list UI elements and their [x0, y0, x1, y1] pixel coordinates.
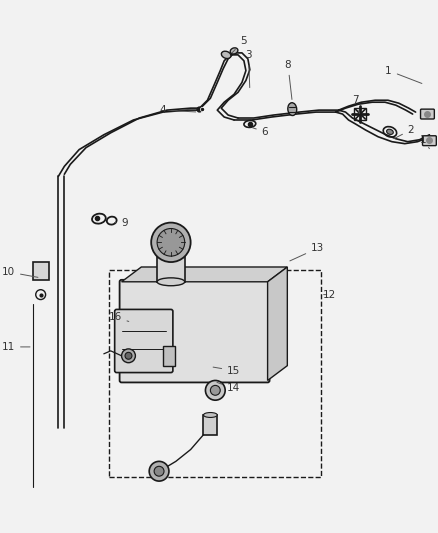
Text: 14: 14	[217, 382, 240, 393]
Text: 13: 13	[290, 243, 324, 261]
Text: 16: 16	[108, 312, 129, 322]
FancyBboxPatch shape	[115, 310, 173, 373]
Ellipse shape	[288, 103, 297, 116]
FancyBboxPatch shape	[120, 280, 269, 383]
Circle shape	[125, 352, 132, 359]
FancyBboxPatch shape	[423, 136, 436, 146]
Text: 2: 2	[394, 125, 414, 139]
Circle shape	[122, 349, 135, 362]
Text: 5: 5	[232, 36, 247, 53]
Bar	[354, 108, 366, 120]
Text: 8: 8	[285, 60, 292, 100]
Circle shape	[151, 223, 191, 262]
Text: 1: 1	[420, 135, 429, 149]
Bar	[204, 415, 217, 435]
Text: 12: 12	[323, 289, 336, 300]
Text: 11: 11	[2, 342, 30, 352]
Text: 4: 4	[159, 105, 196, 115]
Circle shape	[154, 466, 164, 476]
Text: 15: 15	[213, 366, 240, 376]
Text: 7: 7	[352, 95, 360, 114]
Circle shape	[210, 385, 220, 395]
Bar	[33, 262, 49, 280]
Polygon shape	[122, 267, 287, 282]
Ellipse shape	[204, 413, 217, 417]
Text: 1: 1	[385, 66, 422, 84]
Text: 9: 9	[114, 217, 128, 228]
Ellipse shape	[157, 278, 185, 286]
Circle shape	[149, 462, 169, 481]
Ellipse shape	[230, 48, 238, 54]
Circle shape	[205, 381, 225, 400]
Bar	[157, 243, 185, 282]
Bar	[109, 270, 321, 477]
Text: 10: 10	[2, 267, 38, 277]
Ellipse shape	[387, 129, 393, 134]
Polygon shape	[268, 267, 287, 381]
Ellipse shape	[157, 238, 185, 246]
Ellipse shape	[221, 51, 231, 59]
FancyBboxPatch shape	[420, 109, 434, 119]
Text: 6: 6	[252, 127, 268, 137]
Text: 3: 3	[245, 50, 252, 87]
Circle shape	[157, 229, 185, 256]
Bar	[163, 346, 175, 366]
